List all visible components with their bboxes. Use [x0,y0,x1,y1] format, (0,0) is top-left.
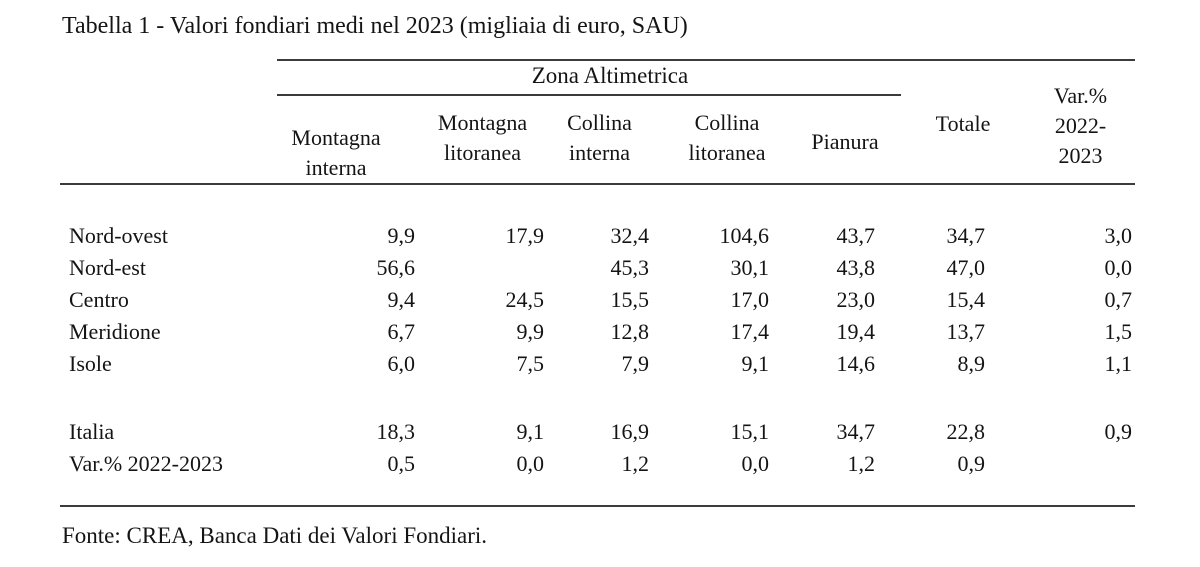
column-header-collina-interna: Collina interna [547,108,652,168]
row-label: Centro [69,287,129,312]
row-label: Italia [69,419,115,444]
cell: 30,1 [730,255,770,280]
column-header-line: Pianura [811,129,879,154]
cell: 19,4 [836,319,876,344]
cell [988,448,1135,480]
cell: 12,8 [610,319,650,344]
cell: 0,0 [516,451,545,476]
row-label: Nord-ovest [69,223,168,248]
table-row: Centro 9,4 24,5 15,5 17,0 23,0 15,4 0,7 [60,284,1135,316]
cell: 6,7 [387,319,416,344]
column-header-line: Collina [567,110,632,135]
row-label: Nord-est [69,255,146,280]
cell: 0,7 [1104,287,1133,312]
cell: 14,6 [836,351,876,376]
cell: 13,7 [946,319,986,344]
table-row: Isole 6,0 7,5 7,9 9,1 14,6 8,9 1,1 [60,348,1135,380]
rule-header-bottom [60,183,1135,185]
row-label: Isole [69,351,112,376]
data-table: Zona Altimetrica Montagna interna Montag… [60,59,1135,519]
cell: 8,9 [957,351,986,376]
cell: 1,5 [1104,319,1133,344]
table-row-var-pct: Var.% 2022-2023 0,5 0,0 1,2 0,0 1,2 0,9 [60,448,1135,480]
cell: 17,9 [505,223,545,248]
cell: 0,5 [387,451,416,476]
row-label: Meridione [69,319,161,344]
column-header-line: 2023 [1058,143,1103,168]
table-row: Meridione 6,7 9,9 12,8 17,4 19,4 13,7 1,… [60,316,1135,348]
column-header-line: Totale [935,111,991,136]
table-title: Tabella 1 - Valori fondiari medi nel 202… [62,13,688,39]
cell: 6,0 [387,351,416,376]
rule-under-spanner [277,94,901,96]
table-row: Nord-ovest 9,9 17,9 32,4 104,6 43,7 34,7… [60,220,1135,252]
column-header-collina-litoranea: Collina litoranea [667,108,787,168]
table-row-italia: Italia 18,3 9,1 16,9 15,1 34,7 22,8 0,9 [60,416,1135,448]
cell: 1,2 [847,451,876,476]
cell: 7,9 [621,351,650,376]
cell: 0,0 [1104,255,1133,280]
cell: 22,8 [946,419,986,444]
column-header-line: Collina [694,110,760,135]
cell: 0,0 [741,451,770,476]
cell: 45,3 [610,255,650,280]
column-header-line: Var.% [1053,83,1108,108]
cell: 47,0 [946,255,986,280]
cell: 15,1 [730,419,770,444]
column-group-header: Zona Altimetrica [531,63,689,88]
cell: 7,5 [516,351,545,376]
table-row: Nord-est 56,6 45,3 30,1 43,8 47,0 0,0 [60,252,1135,284]
cell: 17,0 [730,287,770,312]
cell: 16,9 [610,419,650,444]
column-header-line: Montagna [437,110,528,135]
column-header-line: litoranea [688,140,766,165]
cell: 43,7 [836,223,876,248]
column-header-montagna-interna: Montagna interna [266,123,406,183]
region-rows: Nord-ovest 9,9 17,9 32,4 104,6 43,7 34,7… [60,220,1135,380]
cell: 32,4 [610,223,650,248]
cell: 24,5 [505,287,545,312]
cell: 18,3 [376,419,416,444]
column-header-totale: Totale [878,109,1048,139]
cell: 9,4 [387,287,416,312]
source-note: Fonte: CREA, Banca Dati dei Valori Fondi… [62,523,488,548]
cell: 1,1 [1104,351,1133,376]
rule-bottom [60,505,1135,507]
cell: 43,8 [836,255,876,280]
column-header-line: litoranea [444,140,521,165]
column-header-line: 2022- [1054,113,1107,138]
column-header-line: Montagna [291,125,381,150]
cell: 9,1 [516,419,545,444]
cell: 0,9 [1104,419,1133,444]
cell: 9,1 [741,351,770,376]
row-label: Var.% 2022-2023 [69,451,223,476]
cell: 17,4 [730,319,770,344]
column-header-line: interna [568,140,631,165]
column-header-var-pct: Var.% 2022- 2023 [1008,81,1153,171]
column-header-pianura: Pianura [792,127,898,157]
cell: 9,9 [516,319,545,344]
cell: 56,6 [376,255,416,280]
cell: 15,5 [610,287,650,312]
cell: 23,0 [836,287,876,312]
cell: 3,0 [1104,223,1133,248]
column-header-line: interna [305,155,367,180]
column-header-montagna-litoranea: Montagna litoranea [418,108,547,168]
cell [418,252,547,284]
cell: 9,9 [387,223,416,248]
rule-top [277,59,1135,61]
cell: 0,9 [957,451,986,476]
summary-rows: Italia 18,3 9,1 16,9 15,1 34,7 22,8 0,9 … [60,416,1135,480]
cell: 1,2 [621,451,650,476]
cell: 34,7 [946,223,986,248]
cell: 104,6 [719,223,770,248]
cell: 15,4 [946,287,986,312]
cell: 34,7 [836,419,876,444]
